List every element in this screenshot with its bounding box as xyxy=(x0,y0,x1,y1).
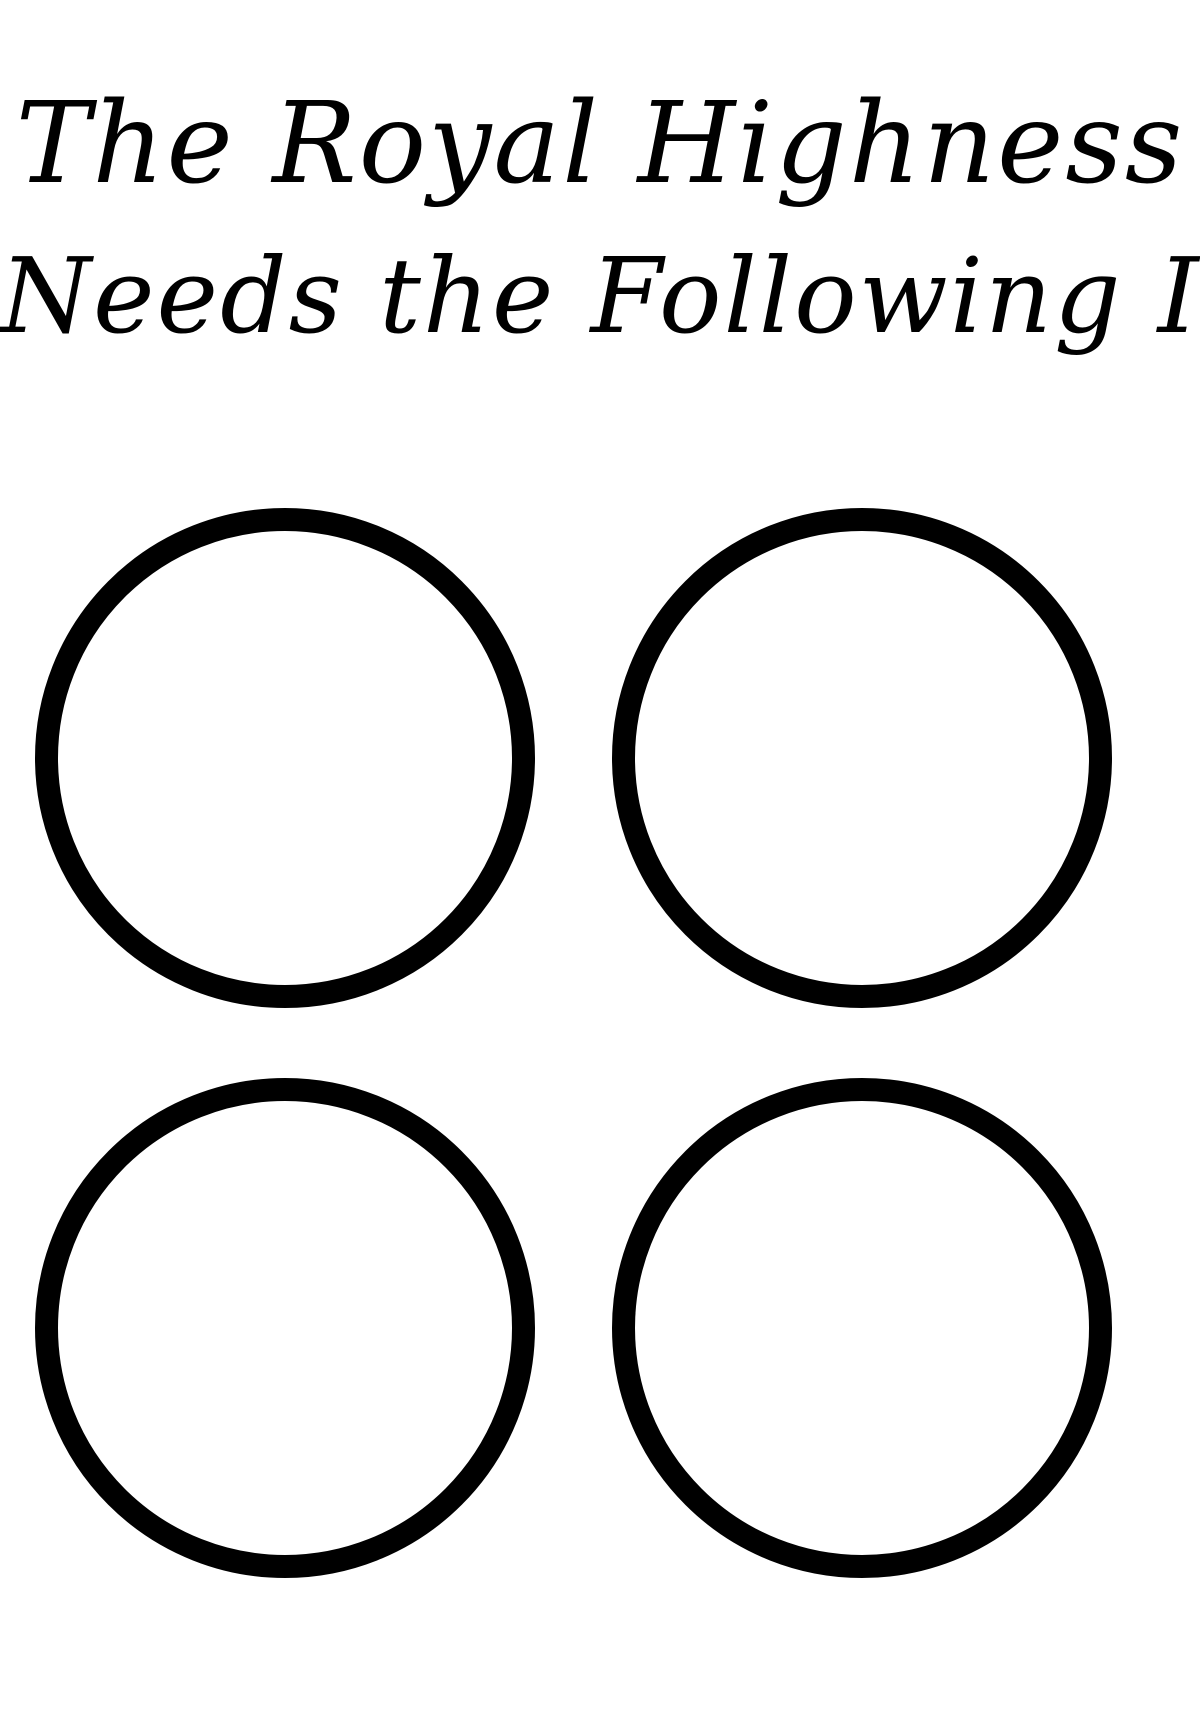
item-circle-1 xyxy=(35,508,535,1008)
page-title: The Royal Highness Needs the Following I… xyxy=(0,70,1200,348)
item-circle-2 xyxy=(612,508,1112,1008)
item-circle-3 xyxy=(35,1078,535,1578)
title-line-2: Needs the Following Items; xyxy=(0,235,1200,357)
item-circle-4 xyxy=(612,1078,1112,1578)
title-line-1: The Royal Highness xyxy=(15,79,1185,209)
